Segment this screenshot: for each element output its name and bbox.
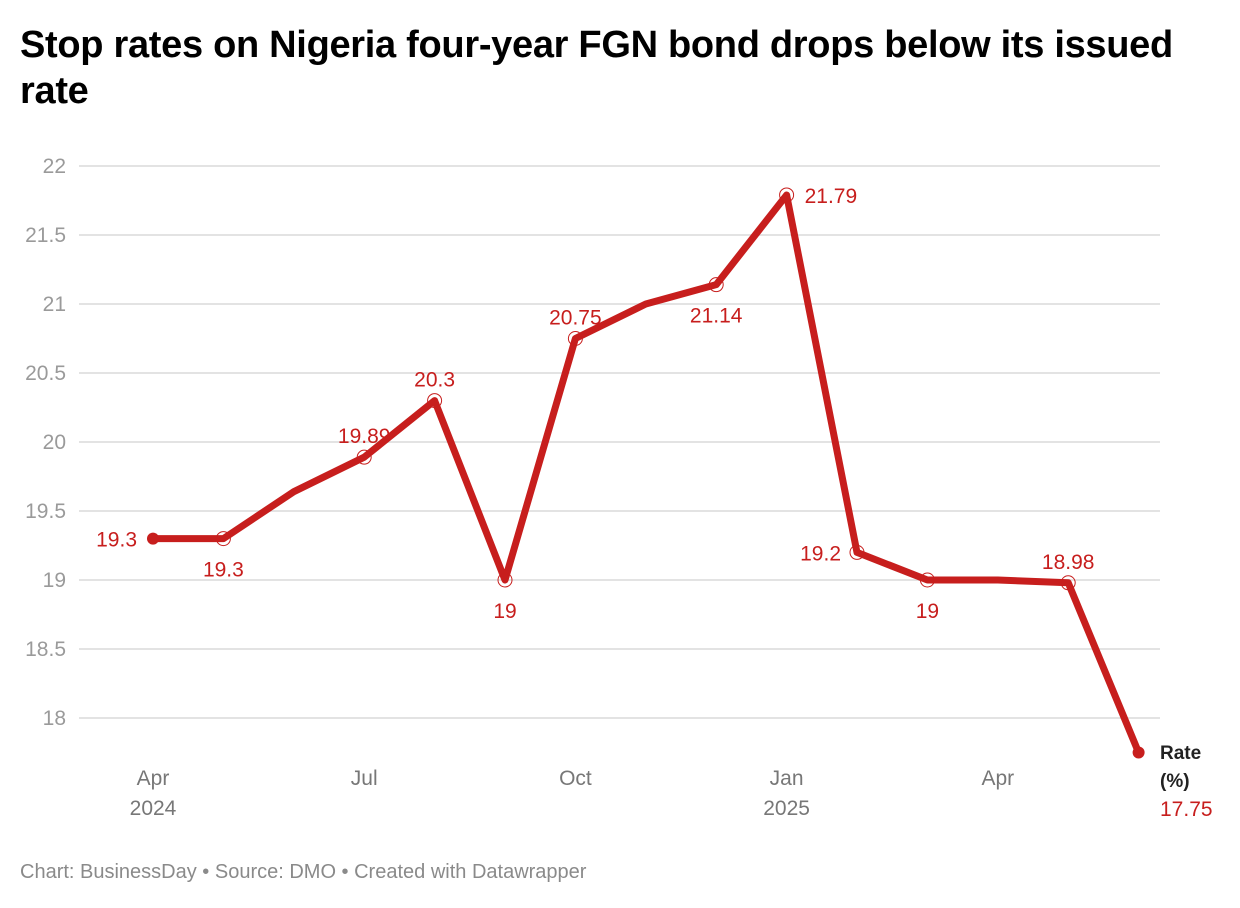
data-point-marker bbox=[356, 449, 372, 465]
y-tick-label: 21.5 bbox=[25, 224, 66, 247]
data-label: 20.3 bbox=[414, 369, 455, 392]
data-point-marker bbox=[567, 331, 583, 346]
data-point-marker bbox=[1060, 575, 1076, 591]
data-label: 19.89 bbox=[338, 425, 391, 448]
data-label: 19 bbox=[916, 600, 939, 623]
data-point-marker bbox=[849, 544, 865, 560]
data-point bbox=[1132, 746, 1145, 759]
series-name-label: (%) bbox=[1160, 771, 1190, 792]
y-tick-label: 19.5 bbox=[25, 500, 66, 523]
series-name-label: Rate bbox=[1160, 743, 1201, 764]
data-label: 18.98 bbox=[1042, 551, 1095, 574]
data-label: 19.3 bbox=[96, 529, 137, 552]
x-tick-label: Apr bbox=[137, 767, 170, 790]
data-label: 17.75 bbox=[1160, 798, 1213, 821]
data-label: 20.75 bbox=[549, 307, 602, 330]
y-tick-label: 20 bbox=[43, 431, 66, 454]
data-label: 21.14 bbox=[690, 305, 743, 328]
data-point bbox=[147, 532, 159, 545]
x-tick-year-label: 2024 bbox=[130, 797, 177, 820]
data-point-marker bbox=[497, 572, 513, 588]
data-label: 19 bbox=[493, 600, 516, 623]
data-label: 19.2 bbox=[800, 542, 841, 565]
chart-title: Stop rates on Nigeria four-year FGN bond… bbox=[20, 24, 1173, 112]
y-tick-label: 22 bbox=[43, 155, 66, 178]
y-tick-label: 18 bbox=[43, 707, 66, 730]
y-tick-label: 18.5 bbox=[25, 638, 66, 661]
data-point-marker bbox=[919, 572, 935, 588]
data-point-marker bbox=[427, 393, 443, 409]
data-label: 19.3 bbox=[203, 559, 244, 582]
y-tick-label: 19 bbox=[43, 569, 66, 592]
data-point-marker bbox=[779, 187, 795, 203]
y-tick-label: 21 bbox=[43, 293, 66, 316]
data-point-marker bbox=[708, 277, 724, 293]
x-tick-label: Jan bbox=[770, 767, 804, 790]
x-tick-year-label: 2025 bbox=[763, 797, 810, 820]
series-line bbox=[149, 191, 1143, 756]
data-point-marker bbox=[215, 531, 231, 547]
data-label: 21.79 bbox=[805, 185, 858, 208]
y-tick-label: 20.5 bbox=[25, 362, 66, 385]
chart-footer: Chart: BusinessDay • Source: DMO • Creat… bbox=[20, 861, 587, 883]
x-tick-label: Oct bbox=[559, 767, 592, 790]
x-tick-label: Jul bbox=[351, 767, 378, 790]
x-tick-label: Apr bbox=[981, 767, 1014, 790]
